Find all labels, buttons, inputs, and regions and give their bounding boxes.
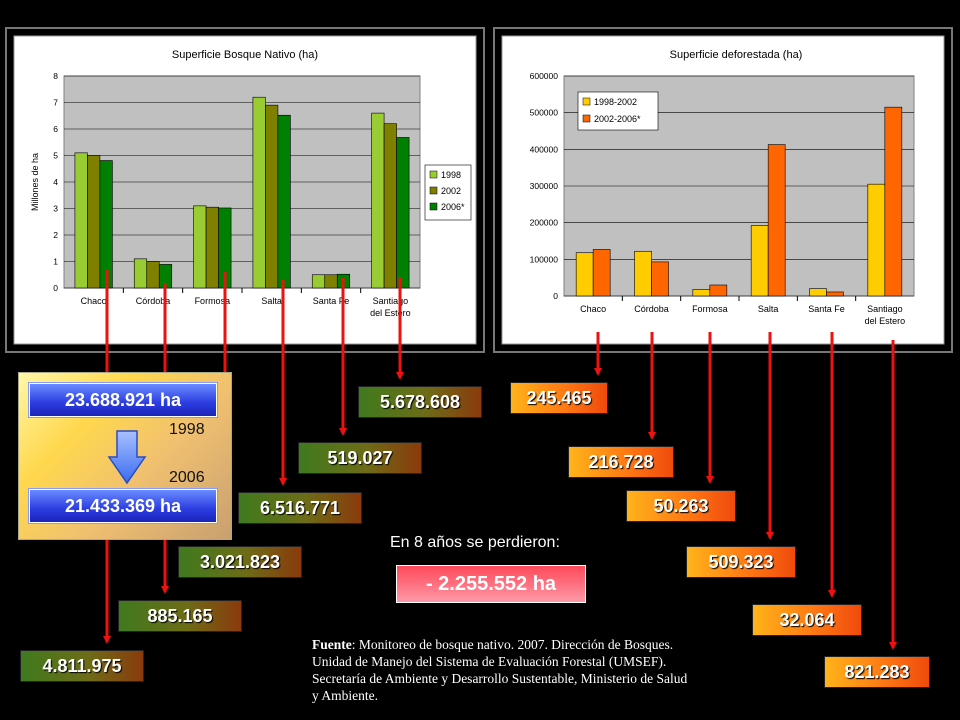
forest-chart-category-chaco: Chaco [81, 296, 107, 306]
forest-chart-bar-formosa-1998 [193, 205, 207, 289]
deforest-chart-ytick-label: 0 [553, 291, 558, 301]
forest-chart-bar-chaco-2006- [99, 160, 113, 289]
deforest-chart-frame [493, 27, 953, 353]
forest-value-label: 5.678.608 [358, 386, 482, 418]
year-2006: 2006 [169, 469, 205, 486]
deforest-chart-category-santa-fe: Santa Fe [808, 304, 845, 314]
deforest-chart-category-chaco: Chaco [580, 304, 606, 314]
forest-chart-category-salta: Salta [261, 296, 282, 306]
deforest-chart-ytick-label: 200000 [530, 218, 559, 228]
deforest-chart-bar-santiago-del-estero-1998-2002 [867, 183, 886, 297]
forest-chart-bar-santiago-del-estero-2006- [396, 137, 410, 289]
forest-value-label: 4.811.975 [20, 650, 144, 682]
deforest-chart-bar-santa-fe-2002-2006- [826, 291, 844, 297]
forest-chart-title: Superficie Bosque Nativo (ha) [172, 49, 318, 61]
forest-value-label: 885.165 [118, 600, 242, 632]
deforest-chart-bar-cordoba-2002-2006- [651, 261, 669, 297]
forest-chart-category-santiago-del-estero: del Estero [370, 308, 411, 318]
forest-chart-bar-santiago-del-estero-1998 [371, 112, 385, 289]
forest-chart-frame [5, 27, 485, 353]
deforest-chart-ytick-label: 600000 [530, 71, 559, 81]
forest-chart-ytick-label: 7 [53, 98, 58, 108]
deforest-value-label: 245.465 [510, 382, 608, 414]
deforest-chart-category-santiago-del-estero: Santiago [867, 304, 903, 314]
deforest-chart-category-santiago-del-estero: del Estero [865, 316, 906, 326]
forest-chart-bar-chaco-1998 [74, 152, 88, 289]
forest-chart-legend-swatch-1998 [429, 170, 438, 179]
deforest-chart-title: Superficie deforestada (ha) [670, 49, 803, 61]
source-text: : Monitoreo de bosque nativo. 2007. Dire… [312, 637, 688, 703]
forest-chart-category-cordoba: Córdoba [136, 296, 171, 306]
forest-chart-legend-swatch-2006- [429, 202, 438, 211]
deforest-chart-category-salta: Salta [758, 304, 779, 314]
forest-chart-ytick-label: 2 [53, 230, 58, 240]
forest-chart-ytick-label: 1 [53, 257, 58, 267]
summary-bottom-value: 21.433.369 ha [29, 489, 217, 523]
deforest-chart-bar-formosa-2002-2006- [709, 284, 728, 297]
deforest-chart-ytick-label: 400000 [530, 144, 559, 154]
source-label: Fuente [312, 637, 352, 652]
forest-chart-bar-santiago-del-estero-2002 [383, 123, 397, 289]
forest-chart-ytick-label: 0 [53, 283, 58, 293]
down-arrow-icon [107, 430, 147, 485]
forest-chart-ytick-label: 4 [53, 177, 58, 187]
forest-chart-category-santa-fe: Santa Fe [313, 296, 350, 306]
deforest-chart-legend-label-2002-2006-: 2002-2006* [594, 114, 641, 124]
forest-chart-bar-chaco-2002 [87, 155, 101, 289]
deforest-chart-bar-cordoba-1998-2002 [634, 250, 652, 297]
forest-chart-legend-swatch-2002 [429, 186, 438, 195]
deforest-value-label: 50.263 [626, 490, 736, 522]
deforest-chart-category-cordoba: Córdoba [634, 304, 669, 314]
deforest-value-label: 32.064 [752, 604, 862, 636]
forest-chart-bar-santa-fe-2002 [324, 274, 338, 289]
source-note: Fuente: Monitoreo de bosque nativo. 2007… [312, 636, 692, 704]
deforest-chart-bar-salta-2002-2006- [767, 144, 786, 297]
summary-top-value: 23.688.921 ha [29, 383, 217, 417]
forest-chart: Superficie Bosque Nativo (ha) 0 1 2 3 4 5 6 7 8 Mi… [5, 27, 485, 353]
forest-value-label: 519.027 [298, 442, 422, 474]
forest-chart-bar-salta-2002 [265, 104, 279, 289]
forest-chart-bar-salta-2006- [277, 114, 291, 289]
deforest-chart-legend-label-1998-2002: 1998-2002 [594, 97, 637, 107]
forest-chart-bar-cordoba-2002 [146, 261, 160, 289]
deforest-chart-legend-swatch-1998-2002 [582, 97, 591, 106]
deforest-chart-bar-chaco-1998-2002 [575, 252, 594, 297]
forest-value-label: 6.516.771 [238, 492, 362, 524]
deforest-chart: Superficie deforestada (ha) 0 100000 200000… [493, 27, 953, 353]
deforest-value-label: 509.323 [686, 546, 796, 578]
forest-chart-ytick-label: 3 [53, 204, 58, 214]
deforest-chart-legend [577, 91, 659, 131]
forest-chart-legend-label-1998: 1998 [441, 170, 461, 180]
forest-chart-ytick-label: 6 [53, 124, 58, 134]
deforest-chart-bar-salta-1998-2002 [750, 225, 769, 297]
deforest-chart-ytick-label: 500000 [530, 108, 559, 118]
loss-caption: En 8 años se perdieron: [390, 534, 560, 551]
forest-chart-category-formosa: Formosa [195, 296, 231, 306]
deforest-chart-bar-santa-fe-1998-2002 [809, 288, 827, 297]
loss-value: - 2.255.552 ha [396, 565, 586, 603]
forest-chart-legend-label-2006-: 2006* [441, 202, 465, 212]
deforest-chart-ytick-label: 100000 [530, 254, 559, 264]
deforest-chart-bar-chaco-2002-2006- [592, 249, 611, 297]
forest-chart-ytick-label: 8 [53, 71, 58, 81]
deforest-chart-legend-swatch-2002-2006- [582, 114, 591, 123]
forest-chart-bar-santa-fe-1998 [311, 274, 326, 289]
deforest-chart-bar-formosa-1998-2002 [692, 289, 711, 297]
forest-chart-legend-label-2002: 2002 [441, 186, 461, 196]
forest-chart-ytick-label: 5 [53, 151, 58, 161]
forest-value-label: 3.021.823 [178, 546, 302, 578]
forest-chart-bar-cordoba-1998 [133, 258, 148, 289]
forest-chart-category-santiago-del-estero: Santiago [373, 296, 409, 306]
year-1998: 1998 [169, 421, 205, 438]
forest-chart-ylabel: Millones de ha [30, 153, 40, 211]
summary-box: 23.688.921 ha 1998 2006 21.433.369 ha [18, 372, 232, 540]
forest-chart-bar-salta-1998 [252, 96, 266, 289]
deforest-value-label: 821.283 [824, 656, 930, 688]
deforest-chart-ytick-label: 300000 [530, 181, 559, 191]
deforest-chart-bar-santiago-del-estero-2002-2006- [884, 106, 903, 297]
deforest-chart-category-formosa: Formosa [692, 304, 728, 314]
forest-chart-bar-formosa-2002 [205, 206, 219, 289]
deforest-value-label: 216.728 [568, 446, 674, 478]
